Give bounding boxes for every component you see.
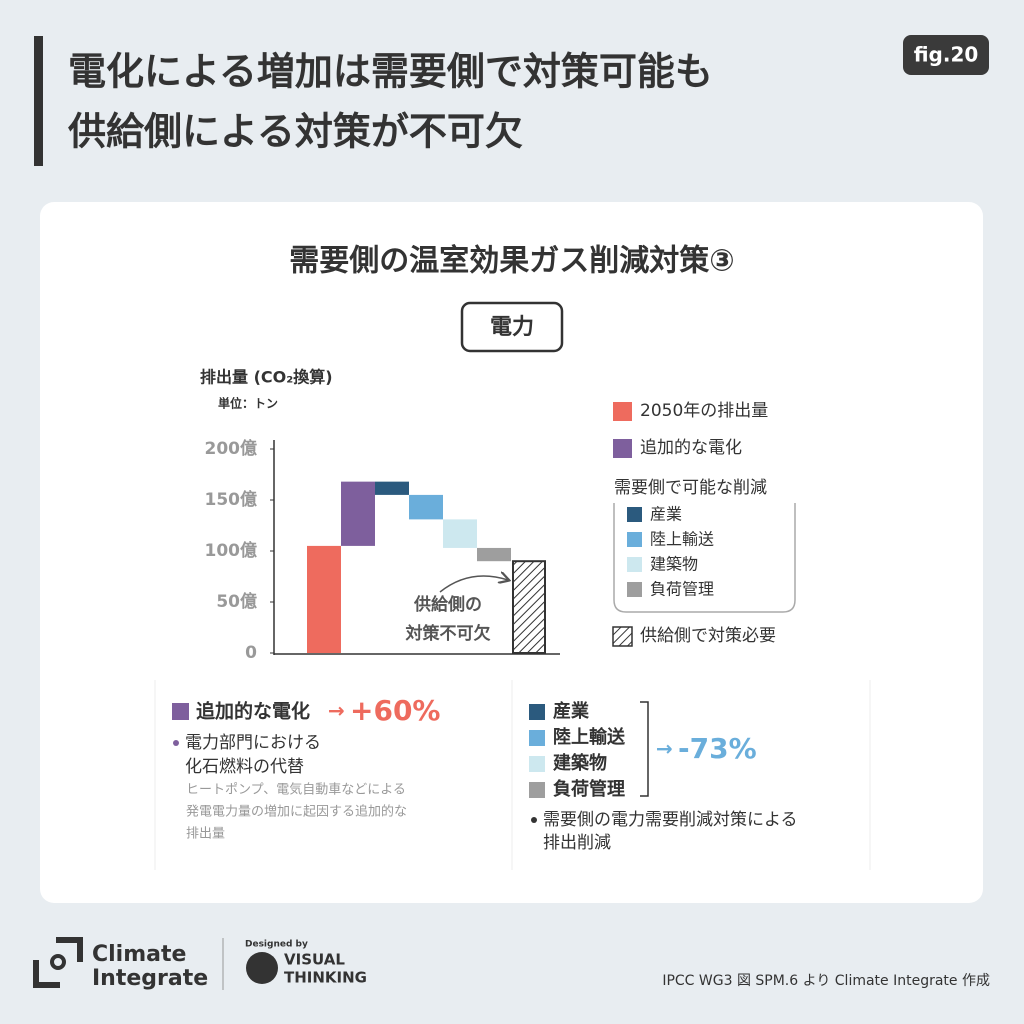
annotation: 対策不可欠 [405, 623, 491, 644]
page-title: 供給側による対策が不可欠 [68, 110, 523, 154]
change-right: -73% [678, 732, 757, 765]
note: ヒートポンプ、電気自動車などによる [186, 782, 406, 798]
tag-box [460, 301, 564, 353]
legend-label: 陸上輸送 [650, 530, 714, 549]
legend-label: 負荷管理 [650, 580, 714, 599]
summary-swatch [529, 756, 545, 772]
bracket [640, 701, 649, 797]
change-left: +60% [350, 694, 440, 727]
y-tick-label: 0 [245, 643, 257, 663]
y-tick-label: 100億 [205, 540, 258, 561]
y-tick-label: 200億 [205, 438, 258, 459]
y-axis-label: 排出量 (CO₂換算) [200, 368, 333, 387]
summary-item: 陸上輸送 [553, 726, 626, 748]
page-title: 電化による増加は需要側で対策可能も [68, 50, 713, 94]
source: IPCC WG3 図 SPM.6 より Climate Integrate 作成 [662, 973, 990, 989]
bar [307, 545, 341, 653]
summary-swatch [529, 730, 545, 746]
card [40, 202, 983, 903]
legend-label: 追加的な電化 [640, 438, 742, 458]
brand-logo [33, 937, 83, 988]
note: 排出量 [186, 827, 225, 842]
y-tick-label: 150億 [205, 489, 258, 510]
legend-group-title: 需要側で可能な削減 [614, 478, 767, 498]
bullet-text: 化石燃料の代替 [185, 757, 304, 777]
legend-swatch [627, 557, 642, 572]
arrow: → [656, 737, 673, 761]
summary-item: 建築物 [553, 752, 607, 774]
bullet-text: 排出削減 [543, 833, 611, 853]
fig-chip [903, 35, 989, 75]
legend-label: 建築物 [650, 555, 698, 574]
bar [443, 519, 477, 548]
fig-label: fig.20 [914, 43, 979, 67]
tag: 電力 [490, 315, 534, 340]
bar [409, 494, 443, 520]
legend-swatch [627, 532, 642, 547]
legend-group-box [613, 503, 796, 613]
annotation-arrow [439, 576, 508, 593]
y-tick-label: 50億 [216, 591, 257, 612]
legend-swatch [612, 626, 633, 647]
bullet [531, 817, 537, 823]
summary-item: 産業 [553, 700, 590, 722]
summary-label: 追加的な電化 [196, 700, 310, 723]
partner-logo [246, 952, 278, 984]
bar [341, 481, 375, 546]
legend-swatch [627, 507, 642, 522]
summary-swatch [529, 704, 545, 720]
arrow: → [328, 699, 345, 723]
partner: VISUAL [284, 951, 345, 969]
legend-label: 産業 [650, 505, 682, 524]
bar [375, 481, 409, 495]
bar [477, 547, 511, 562]
brand: Integrate [92, 966, 208, 991]
designed-by: Designed by [245, 940, 308, 950]
annotation: 供給側の [413, 594, 482, 615]
bar [512, 560, 546, 655]
legend-label: 2050年の排出量 [640, 401, 768, 421]
note: 発電電力量の増加に起因する追加的な [186, 804, 407, 820]
summary-item: 負荷管理 [553, 778, 625, 800]
card-title: 需要側の温室効果ガス削減対策③ [289, 244, 734, 279]
bullet-text: 需要側の電力需要削減対策による [543, 810, 798, 830]
unit-label: 単位：トン [218, 396, 278, 411]
legend-swatch [613, 439, 632, 458]
bullet [173, 740, 179, 746]
brand: Climate [92, 942, 186, 967]
bullet-text: 電力部門における [185, 733, 321, 753]
summary-swatch [172, 703, 189, 720]
summary-swatch [529, 782, 545, 798]
legend-swatch [613, 402, 632, 421]
legend-swatch [627, 582, 642, 597]
partner: THINKING [284, 969, 367, 987]
legend-label: 供給側で対策必要 [640, 626, 776, 646]
title-bar [34, 36, 43, 166]
